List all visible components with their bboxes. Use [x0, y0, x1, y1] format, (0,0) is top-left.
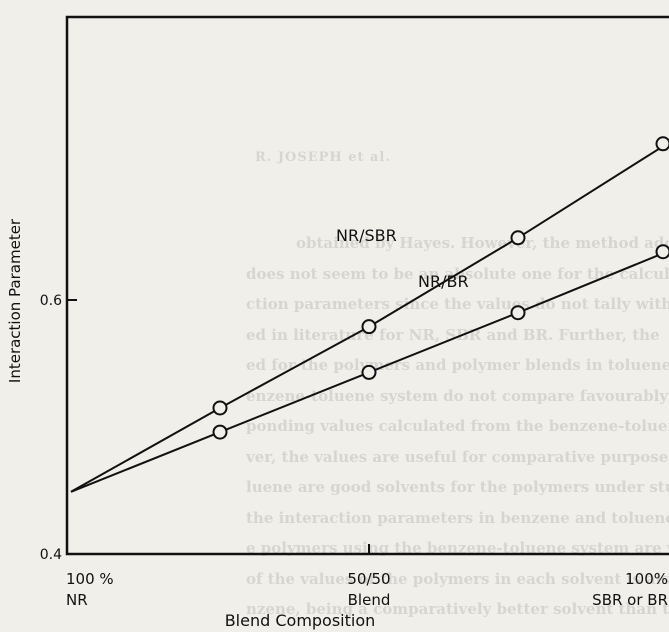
series-label-nr-br: NR/BR: [418, 272, 469, 291]
y-tick-label: 0.4: [40, 547, 62, 563]
series-layer: [70, 136, 669, 493]
x-tick-sublabel: NR: [66, 591, 88, 609]
data-point-nr-sbr: [361, 319, 377, 335]
data-point-nr-br: [655, 244, 669, 260]
x-tick-label: 100%: [625, 570, 668, 588]
data-point-nr-sbr: [510, 230, 526, 246]
series-line-nr-sbr: [70, 142, 668, 493]
series-label-nr-sbr: NR/SBR: [336, 226, 397, 245]
x-axis-title: Blend Composition: [225, 611, 376, 630]
data-point-nr-sbr: [212, 400, 228, 416]
y-axis: 0.4 0.6: [40, 293, 77, 563]
y-tick-label: 0.6: [40, 293, 62, 309]
x-tick-label: 50/50: [347, 570, 390, 588]
x-axis: 100 % NR 50/50 Blend 100% SBR or BR: [66, 544, 668, 609]
x-tick-sublabel: Blend: [348, 591, 391, 609]
data-point-nr-sbr: [655, 136, 669, 152]
data-point-nr-br: [212, 424, 228, 440]
plot-frame: [65, 15, 669, 556]
x-tick-sublabel: SBR or BR: [592, 591, 668, 609]
y-axis-title: Interaction Parameter: [6, 218, 24, 383]
x-tick-label: 100 %: [66, 570, 114, 588]
data-point-nr-br: [361, 364, 377, 380]
data-point-nr-br: [510, 305, 526, 321]
